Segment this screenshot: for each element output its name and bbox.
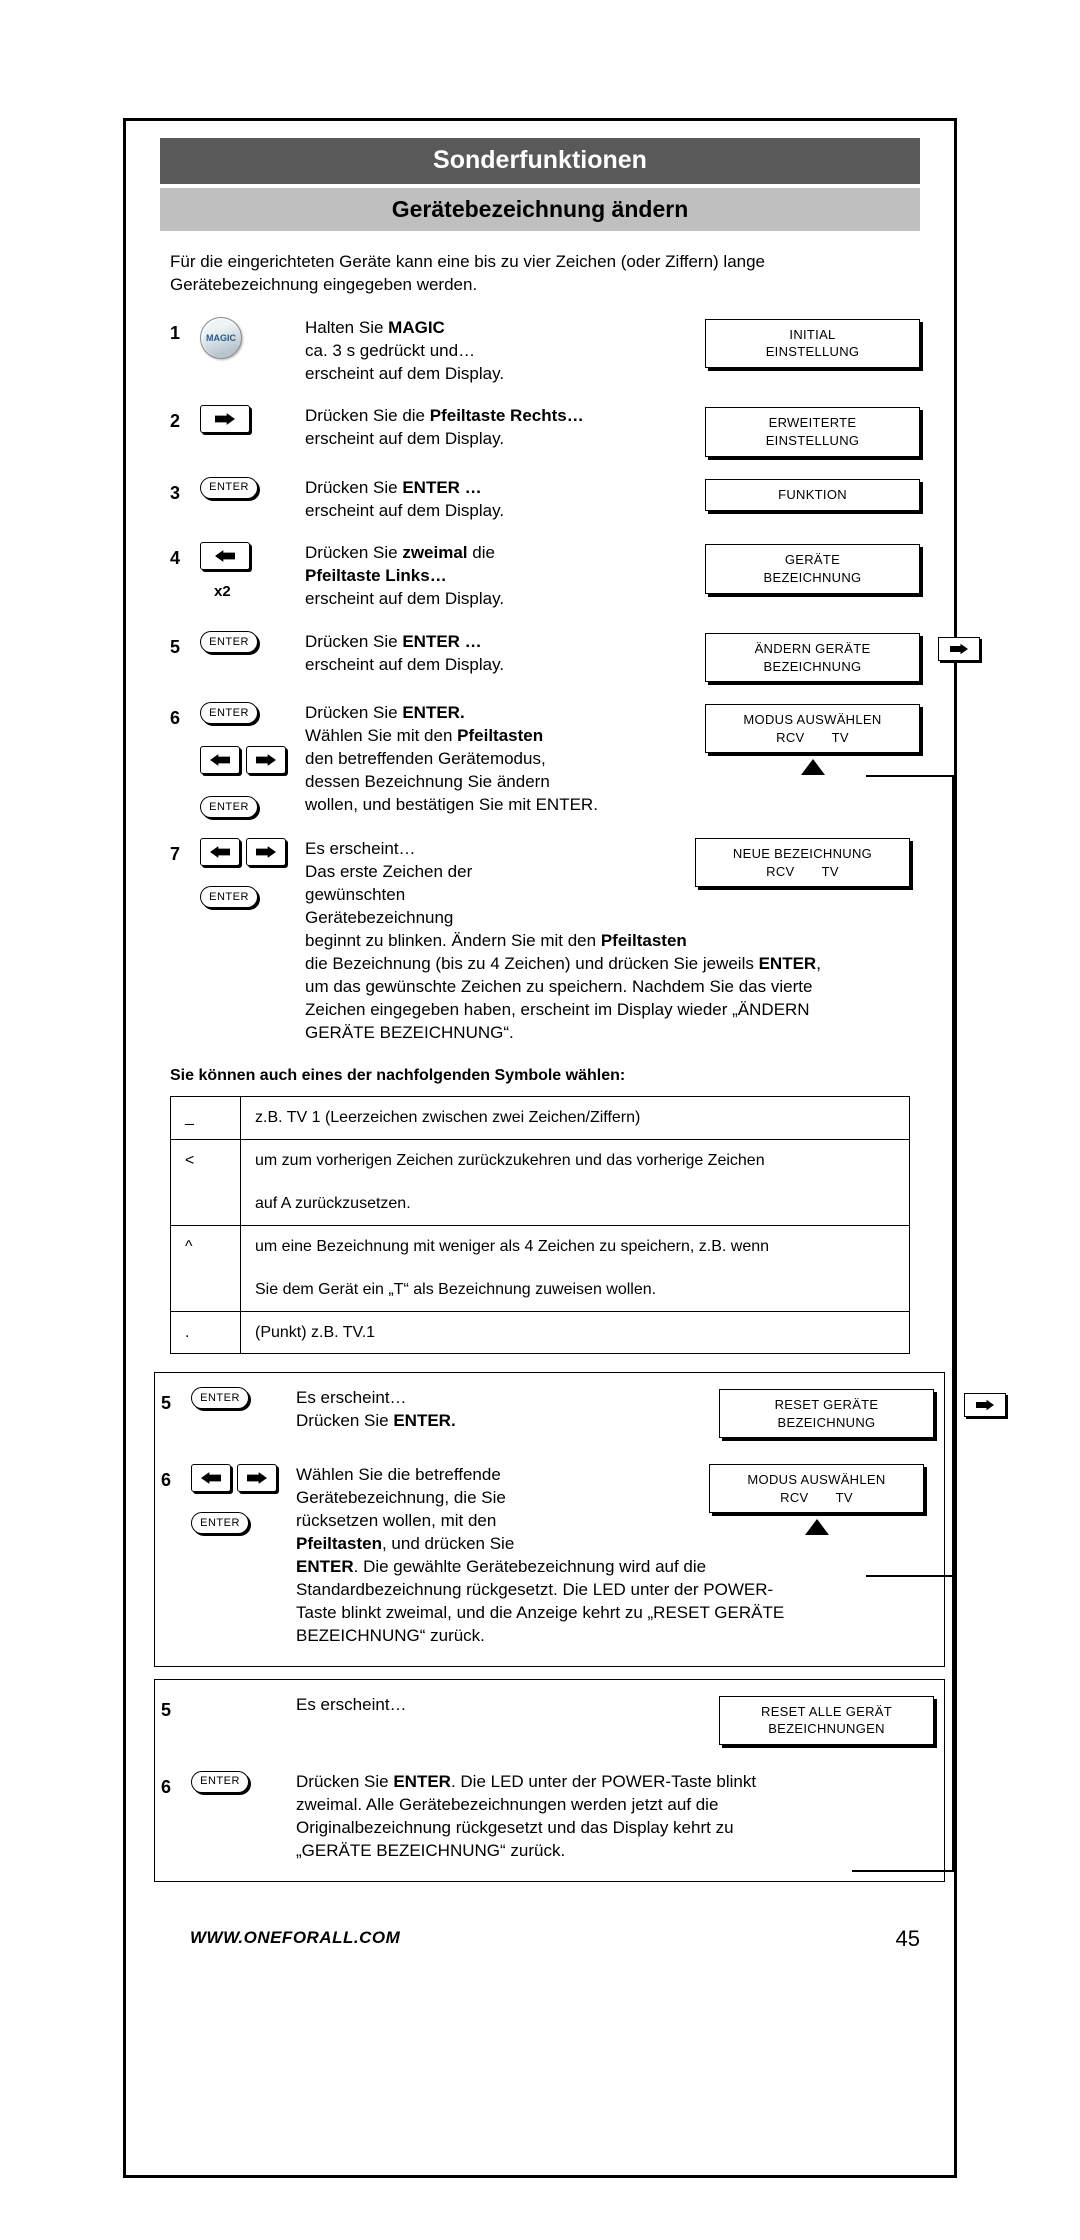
step-text: NEUE BEZEICHNUNG RCV TV Es erscheint… Da…	[305, 838, 920, 1044]
step-text: Drücken Sie ENTER. Wählen Sie mit den Pf…	[305, 702, 705, 817]
enter-button-icon: ENTER	[191, 1512, 249, 1534]
page-footer: WWW.ONEFORALL.COM 45	[130, 1924, 950, 1954]
connector-line	[866, 775, 954, 777]
display-box: RESET GERÄTE BEZEICHNUNG	[719, 1389, 934, 1438]
table-row: .(Punkt) z.B. TV.1	[171, 1311, 910, 1354]
section-title: Sonderfunktionen	[160, 138, 920, 184]
step-row: 4 x2 Drücken Sie zweimal die Pfeiltaste …	[170, 542, 920, 611]
symbol-cell: <	[171, 1139, 241, 1225]
display-box: MODUS AUSWÄHLEN RCV TV	[705, 704, 920, 753]
connector-line	[952, 775, 954, 1575]
symbols-heading: Sie können auch eines der nachfolgenden …	[170, 1065, 910, 1087]
step-number: 1	[170, 317, 200, 345]
step-row: 3 ENTER Drücken Sie ENTER … erscheint au…	[170, 477, 920, 523]
step-row: 6 ENTER ENTER Drücken Sie ENTER. Wählen …	[170, 702, 920, 818]
intro-text: Für die eingerichteten Geräte kann eine …	[170, 251, 910, 297]
footer-url: WWW.ONEFORALL.COM	[190, 1927, 400, 1950]
step-row: 2 Drücken Sie die Pfeiltaste Rechts… ers…	[170, 405, 920, 456]
desc-cell: (Punkt) z.B. TV.1	[241, 1311, 910, 1354]
arrow-right-icon	[246, 838, 286, 866]
reset-box-1: 5 ENTER Es erscheint… Drücken Sie ENTER.…	[154, 1372, 945, 1667]
enter-button-icon: ENTER	[200, 702, 258, 724]
x2-label: x2	[214, 582, 231, 602]
table-row: _z.B. TV 1 (Leerzeichen zwischen zwei Ze…	[171, 1097, 910, 1140]
step-text: Drücken Sie ENTER … erscheint auf dem Di…	[305, 631, 705, 677]
display-box: RESET ALLE GERÄT BEZEICHNUNGEN	[719, 1696, 934, 1745]
step-number: 6	[161, 1464, 191, 1492]
display-box: INITIAL EINSTELLUNG	[705, 319, 920, 368]
step-number: 7	[170, 838, 200, 866]
symbol-cell: .	[171, 1311, 241, 1354]
display-box: FUNKTION	[705, 479, 920, 511]
step-text: Drücken Sie ENTER … erscheint auf dem Di…	[305, 477, 705, 523]
arrow-left-icon	[191, 1464, 231, 1492]
step-number: 3	[170, 477, 200, 505]
step-text: Halten Sie MAGIC ca. 3 s gedrückt und… e…	[305, 317, 705, 386]
step-number: 6	[170, 702, 200, 730]
triangle-up-icon	[805, 1519, 829, 1535]
enter-button-icon: ENTER	[200, 477, 258, 499]
page-number: 45	[896, 1924, 920, 1954]
step-row: 1 MAGIC Halten Sie MAGIC ca. 3 s gedrück…	[170, 317, 920, 386]
display-box: ÄNDERN GERÄTE BEZEICHNUNG	[705, 633, 920, 682]
connector-line	[952, 1575, 954, 1870]
step-text: Drücken Sie zweimal die Pfeiltaste Links…	[305, 542, 705, 611]
connector-line	[852, 1870, 954, 1872]
step-row: 7 ENTER NEUE BEZEICHNUNG RCV TV Es ersch…	[170, 838, 920, 1044]
display-box: GERÄTE BEZEICHNUNG	[705, 544, 920, 593]
desc-cell: um zum vorherigen Zeichen zurückzukehren…	[241, 1139, 910, 1225]
arrow-right-icon	[246, 746, 286, 774]
step-row: 5 Es erscheint… RESET ALLE GERÄT BEZEICH…	[161, 1694, 934, 1745]
triangle-up-icon	[801, 759, 825, 775]
display-box: MODUS AUSWÄHLEN RCV TV	[709, 1464, 924, 1513]
symbol-cell: ^	[171, 1225, 241, 1311]
display-box: NEUE BEZEICHNUNG RCV TV	[695, 838, 910, 887]
steps-list: 1 MAGIC Halten Sie MAGIC ca. 3 s gedrück…	[130, 317, 950, 1045]
table-row: <um zum vorherigen Zeichen zurückzukehre…	[171, 1139, 910, 1225]
enter-button-icon: ENTER	[191, 1771, 249, 1793]
subsection-title: Gerätebezeichnung ändern	[160, 188, 920, 231]
arrow-right-icon	[237, 1464, 277, 1492]
step-row: 5 ENTER Es erscheint… Drücken Sie ENTER.…	[161, 1387, 934, 1438]
step-number: 5	[161, 1694, 191, 1722]
step-text: MODUS AUSWÄHLEN RCV TV Wählen Sie die be…	[296, 1464, 934, 1648]
step-text: Drücken Sie ENTER. Die LED unter der POW…	[296, 1771, 934, 1863]
enter-button-icon: ENTER	[191, 1387, 249, 1409]
step-text: Es erscheint… Drücken Sie ENTER.	[296, 1387, 719, 1433]
arrow-left-icon	[200, 746, 240, 774]
enter-button-icon: ENTER	[200, 631, 258, 653]
desc-cell: z.B. TV 1 (Leerzeichen zwischen zwei Zei…	[241, 1097, 910, 1140]
step-number: 6	[161, 1771, 191, 1799]
step-text: Es erscheint…	[296, 1694, 719, 1717]
arrow-right-icon	[938, 637, 980, 661]
symbol-cell: _	[171, 1097, 241, 1140]
step-number: 5	[170, 631, 200, 659]
step-text: Drücken Sie die Pfeiltaste Rechts… ersch…	[305, 405, 705, 451]
enter-button-icon: ENTER	[200, 796, 258, 818]
arrow-right-icon	[964, 1393, 1006, 1417]
arrow-right-icon	[200, 405, 250, 433]
step-number: 2	[170, 405, 200, 433]
reset-box-2: 5 Es erscheint… RESET ALLE GERÄT BEZEICH…	[154, 1679, 945, 1882]
display-box: ERWEITERTE EINSTELLUNG	[705, 407, 920, 456]
step-row: 6 ENTER Drücken Sie ENTER. Die LED unter…	[161, 1771, 934, 1863]
desc-cell: um eine Bezeichnung mit weniger als 4 Ze…	[241, 1225, 910, 1311]
magic-button-icon: MAGIC	[200, 317, 242, 359]
step-row: 6 ENTER MODUS AUSWÄHLEN RCV TV Wählen Si…	[161, 1464, 934, 1648]
enter-button-icon: ENTER	[200, 886, 258, 908]
step-number: 5	[161, 1387, 191, 1415]
symbols-table: _z.B. TV 1 (Leerzeichen zwischen zwei Ze…	[170, 1096, 910, 1354]
connector-line	[866, 1575, 954, 1577]
step-row: 5 ENTER Drücken Sie ENTER … erscheint au…	[170, 631, 920, 682]
arrow-left-icon	[200, 542, 250, 570]
step-number: 4	[170, 542, 200, 570]
page: Sonderfunktionen Gerätebezeichnung änder…	[130, 120, 950, 1894]
table-row: ^um eine Bezeichnung mit weniger als 4 Z…	[171, 1225, 910, 1311]
arrow-left-icon	[200, 838, 240, 866]
